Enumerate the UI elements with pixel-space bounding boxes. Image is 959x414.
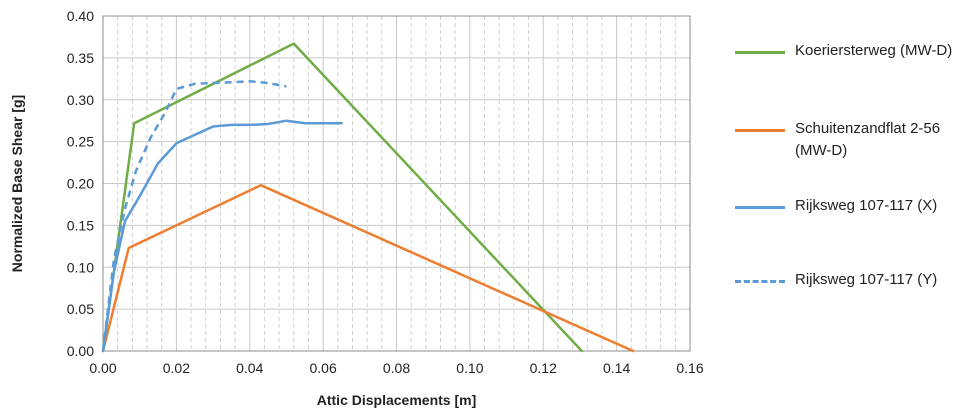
y-tick-label: 0.15 bbox=[67, 217, 94, 233]
x-tick-label: 0.04 bbox=[236, 360, 263, 376]
x-tick-label: 0.08 bbox=[383, 360, 410, 376]
legend-swatch-rijksweg-x bbox=[735, 206, 785, 209]
series-layer bbox=[101, 42, 635, 353]
legend-swatch-rijksweg-y bbox=[735, 280, 785, 283]
legend-label-schuitenzandflat: Schuitenzandflat 2-56 (MW-D) bbox=[795, 120, 941, 159]
series-rijksweg-y bbox=[101, 80, 287, 352]
legend-item-rijksweg-y: Rijksweg 107-117 (Y) bbox=[735, 269, 955, 289]
x-tick-label: 0.00 bbox=[89, 360, 116, 376]
y-tick-label: 0.05 bbox=[67, 301, 94, 317]
legend-item-rijksweg-x: Rijksweg 107-117 (X) bbox=[735, 195, 955, 215]
y-axis-title: Normalized Base Shear [g] bbox=[9, 95, 25, 272]
x-tick-label: 0.06 bbox=[310, 360, 337, 376]
chart-legend: Koeriersterweg (MW-D) Schuitenzandflat 2… bbox=[735, 40, 955, 288]
legend-label-koeriersterweg: Koeriersterweg (MW-D) bbox=[795, 42, 953, 59]
y-tick-labels: 0.00 0.05 0.10 0.15 0.20 0.25 0.30 0.35 0.40 bbox=[67, 8, 94, 359]
x-tick-label: 0.16 bbox=[676, 360, 703, 376]
legend-swatch-schuitenzandflat bbox=[735, 129, 785, 132]
legend-label-rijksweg-y: Rijksweg 107-117 (Y) bbox=[795, 271, 938, 288]
legend-label-rijksweg-x: Rijksweg 107-117 (X) bbox=[795, 197, 938, 214]
legend-item-schuitenzandflat: Schuitenzandflat 2-56 (MW-D) bbox=[735, 118, 955, 162]
y-tick-label: 0.40 bbox=[67, 8, 94, 24]
legend-item-koeriersterweg: Koeriersterweg (MW-D) bbox=[735, 40, 955, 84]
x-tick-label: 0.10 bbox=[456, 360, 483, 376]
plot-area-frame bbox=[102, 15, 691, 352]
y-tick-label: 0.25 bbox=[67, 134, 94, 150]
y-tick-label: 0.20 bbox=[67, 176, 94, 192]
grid-layer bbox=[102, 15, 691, 352]
y-tick-label: 0.00 bbox=[67, 343, 94, 359]
series-rijksweg-x bbox=[101, 119, 343, 353]
y-tick-label: 0.30 bbox=[67, 92, 94, 108]
x-tick-labels: 0.00 0.02 0.04 0.06 0.08 0.10 0.12 0.14 0.16 bbox=[89, 360, 703, 376]
legend-swatch-koeriersterweg bbox=[735, 51, 785, 54]
y-tick-label: 0.10 bbox=[67, 259, 94, 275]
series-schuitenzandflat bbox=[101, 183, 635, 353]
y-tick-label: 0.35 bbox=[67, 50, 94, 66]
x-axis-title: Attic Displacements [m] bbox=[317, 392, 476, 408]
x-tick-label: 0.02 bbox=[163, 360, 190, 376]
x-tick-label: 0.14 bbox=[603, 360, 630, 376]
x-tick-label: 0.12 bbox=[530, 360, 557, 376]
series-koeriersterweg bbox=[101, 42, 584, 353]
